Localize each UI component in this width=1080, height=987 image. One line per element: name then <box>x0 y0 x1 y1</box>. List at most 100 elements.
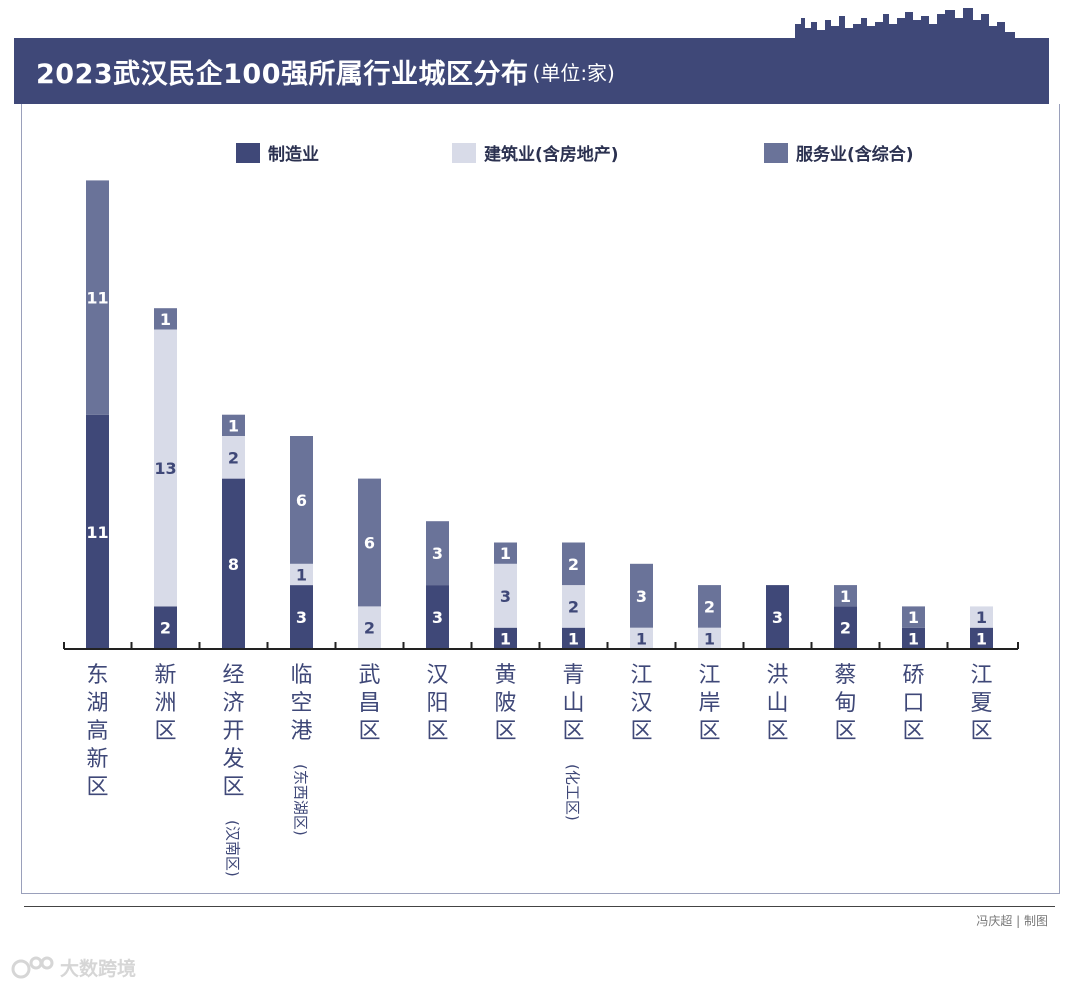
legend-swatch-manufacturing <box>236 142 260 163</box>
x-tick-label-char: 山 <box>766 691 788 716</box>
bar-segment-manufacturing <box>562 627 585 649</box>
bar-segment-construction <box>494 563 517 628</box>
bar-value-label: 2 <box>704 597 715 616</box>
bar-value-label: 6 <box>364 534 375 553</box>
bar-value-label: 3 <box>636 587 647 606</box>
bar-value-label: 2 <box>568 597 579 616</box>
x-tick-label-char: 区 <box>970 719 992 744</box>
x-tick-label-char: 口 <box>902 691 924 716</box>
bar-segment-services <box>426 521 449 586</box>
title-bar: 2023武汉民企100强所属行业城区分布 (单位:家) <box>14 38 1049 104</box>
bar-value-label: 3 <box>432 608 443 627</box>
legend-label-construction: 建筑业(含房地产) <box>484 145 619 165</box>
x-tick-label-char: 区 <box>222 775 244 800</box>
bar-value-label: 1 <box>500 544 511 563</box>
chart-frame <box>21 104 1060 894</box>
x-tick-label-char: 区 <box>426 719 448 744</box>
bar-value-label: 1 <box>500 629 511 648</box>
bar-value-label: 1 <box>908 608 919 627</box>
bar-segment-manufacturing <box>834 606 857 649</box>
x-tick-label-char: 区 <box>154 719 176 744</box>
legend-swatch-construction <box>452 142 476 163</box>
bar-value-label: 13 <box>154 459 176 478</box>
legend-item-manufacturing: 制造业 <box>236 140 319 165</box>
x-tick-label-char: 发 <box>222 747 244 772</box>
bar-segment-services <box>154 308 177 330</box>
bar-segment-construction <box>630 627 653 649</box>
x-tick-label-char: 区 <box>834 719 856 744</box>
x-tick-label-char: 洲 <box>154 691 176 716</box>
bar-value-label: 1 <box>704 629 715 648</box>
x-tick-label-char: 区 <box>766 719 788 744</box>
bar-segment-manufacturing <box>902 627 925 649</box>
bar-segment-manufacturing <box>86 414 109 649</box>
chart-unit: (单位:家) <box>532 60 615 85</box>
x-tick-label-char: 黄 <box>494 663 516 688</box>
bar-value-label: 2 <box>228 448 239 467</box>
bar-segment-services <box>86 180 109 415</box>
bar-segment-construction <box>222 436 245 479</box>
bar-segment-manufacturing <box>426 585 449 649</box>
bar-value-label: 1 <box>636 629 647 648</box>
x-tick-label-char: 区 <box>630 719 652 744</box>
bar-segment-services <box>494 542 517 564</box>
bar-value-label: 1 <box>568 629 579 648</box>
x-tick-label-char: 新 <box>154 663 176 688</box>
x-tick-label-char: 开 <box>222 719 244 744</box>
bar-segment-manufacturing <box>494 627 517 649</box>
credit-text: 冯庆超 | 制图 <box>976 914 1048 928</box>
x-tick-label-char: 区 <box>494 719 516 744</box>
legend-label-manufacturing: 制造业 <box>268 145 319 165</box>
bar-segment-services <box>222 414 245 436</box>
x-tick-label-char: 区 <box>902 719 924 744</box>
x-tick-sublabel: (汉南区) <box>224 820 242 877</box>
bar-segment-construction <box>562 585 585 628</box>
legend: 制造业 建筑业(含房地产) 服务业(含综合) <box>0 140 1080 166</box>
bar-value-label: 1 <box>840 587 851 606</box>
bar-segment-manufacturing <box>766 585 789 649</box>
bar-value-label: 1 <box>160 310 171 329</box>
x-tick-label-char: 岸 <box>698 691 720 716</box>
x-tick-label-char: 空 <box>290 691 312 716</box>
bar-value-label: 8 <box>228 555 239 574</box>
bar-segment-services <box>902 606 925 628</box>
bar-segment-services <box>562 542 585 586</box>
bar-value-label: 11 <box>86 523 108 542</box>
bar-segment-services <box>630 563 653 628</box>
bar-value-label: 11 <box>86 289 108 308</box>
bar-value-label: 2 <box>840 619 851 638</box>
bar-value-label: 1 <box>908 629 919 648</box>
x-tick-sublabel: (化工区) <box>564 764 582 821</box>
x-tick-label-char: 陂 <box>494 691 516 716</box>
bar-value-label: 1 <box>296 565 307 584</box>
bar-segment-construction <box>698 627 721 649</box>
bar-segment-services <box>290 436 313 564</box>
legend-item-services: 服务业(含综合) <box>764 140 914 165</box>
x-tick-label-char: 区 <box>562 719 584 744</box>
x-tick-label-char: 阳 <box>426 691 448 716</box>
x-tick-label-char: 临 <box>290 663 312 688</box>
bar-segment-manufacturing <box>290 585 313 649</box>
x-tick-label-char: 武 <box>358 663 380 688</box>
x-tick-label-char: 区 <box>698 719 720 744</box>
bar-value-label: 3 <box>296 608 307 627</box>
stacked-bar-chart: 11112131821316263313112213123211111东湖高新区… <box>63 180 1019 877</box>
bar-segment-manufacturing <box>154 606 177 649</box>
x-tick-label-char: 高 <box>86 719 108 744</box>
x-tick-label-char: 江 <box>630 663 652 688</box>
bar-value-label: 6 <box>296 491 307 510</box>
bar-segment-manufacturing <box>222 478 245 649</box>
bar-segment-construction <box>358 606 381 649</box>
x-tick-sublabel: (东西湖区) <box>292 764 310 836</box>
bar-value-label: 3 <box>772 608 783 627</box>
x-tick-label-char: 甸 <box>834 691 856 716</box>
bar-value-label: 2 <box>568 555 579 574</box>
x-tick-label-char: 洪 <box>766 663 788 688</box>
watermark-logo-icon <box>11 956 54 978</box>
bar-segment-services <box>358 478 381 607</box>
x-tick-label-char: 区 <box>358 719 380 744</box>
bar-segment-manufacturing <box>970 627 993 649</box>
watermark-text: 大数跨境 <box>60 958 137 980</box>
bar-value-label: 1 <box>228 416 239 435</box>
bar-value-label: 1 <box>976 608 987 627</box>
